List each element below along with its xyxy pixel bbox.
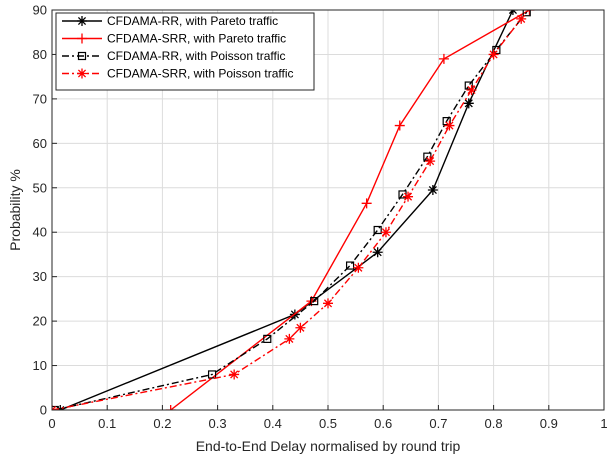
- legend-marker: [77, 51, 87, 61]
- legend-box: [55, 12, 315, 91]
- x-tick-label: 0: [48, 416, 55, 431]
- data-point: [372, 247, 383, 258]
- data-point: [394, 120, 405, 131]
- x-tick-label: 0.1: [98, 416, 116, 431]
- x-tick-label: 0.9: [540, 416, 558, 431]
- x-tick-label: 1: [600, 416, 607, 431]
- x-tick-label: 0.4: [264, 416, 282, 431]
- y-tick-label: 0: [40, 403, 47, 418]
- y-tick-label: 10: [33, 358, 47, 373]
- legend-label: CFDAMA-SRR, with Pareto traffic: [107, 32, 286, 46]
- x-tick-label: 0.6: [374, 416, 392, 431]
- x-axis-label: End-to-End Delay normalised by round tri…: [196, 438, 461, 454]
- legend-label: CFDAMA-RR, with Pareto traffic: [107, 14, 278, 28]
- y-tick-label: 60: [33, 136, 47, 151]
- data-point: [380, 227, 391, 238]
- data-point: [516, 13, 527, 24]
- legend-marker: [77, 68, 87, 79]
- y-tick-label: 20: [33, 314, 47, 329]
- data-point: [207, 370, 217, 379]
- data-point: [425, 156, 436, 167]
- data-point: [345, 261, 355, 270]
- data-point: [463, 98, 474, 109]
- data-point: [466, 85, 477, 95]
- data-point: [284, 333, 295, 344]
- data-point: [229, 369, 240, 380]
- y-tick-label: 40: [33, 225, 47, 240]
- y-tick-label: 80: [33, 47, 47, 62]
- x-tick-label: 0.8: [485, 416, 503, 431]
- y-axis-label: Probability %: [7, 169, 23, 251]
- x-tick-label: 0.3: [209, 416, 227, 431]
- legend: CFDAMA-RR, with Pareto traffic CFDAMA-SRR…: [55, 12, 315, 91]
- legend-marker: [77, 33, 87, 44]
- series-layer: [52, 10, 535, 410]
- legend-item-4: CFDAMA-SRR, with Poisson traffic: [62, 67, 294, 81]
- series-4: [52, 13, 527, 410]
- y-tick-label: 90: [33, 3, 47, 18]
- data-point: [522, 10, 531, 17]
- data-point: [310, 297, 319, 306]
- data-point: [373, 225, 382, 235]
- y-tick-label: 70: [33, 91, 47, 106]
- legend-label: CFDAMA-SRR, with Poisson traffic: [107, 67, 294, 81]
- legend-item-3: CFDAMA-RR, with Poisson traffic: [62, 49, 285, 63]
- series-line: [54, 11, 528, 410]
- data-point: [492, 45, 501, 55]
- x-tick-label: 0.2: [153, 416, 171, 431]
- data-point: [165, 405, 176, 410]
- x-tick-label: 0.5: [319, 416, 337, 431]
- data-point: [488, 49, 499, 60]
- data-point: [438, 53, 449, 64]
- legend-marker: [77, 16, 87, 26]
- data-point: [442, 117, 451, 126]
- data-point: [403, 191, 414, 202]
- legend-item-1: CFDAMA-RR, with Pareto traffic: [62, 14, 278, 28]
- legend-label: CFDAMA-RR, with Poisson traffic: [107, 49, 285, 63]
- data-point: [295, 322, 306, 333]
- data-point: [323, 298, 333, 309]
- legend-item-2: CFDAMA-SRR, with Pareto traffic: [62, 32, 286, 46]
- data-point: [427, 185, 438, 195]
- data-point: [353, 262, 364, 273]
- y-tick-label: 50: [33, 180, 47, 195]
- data-point: [263, 334, 272, 343]
- series-line: [60, 10, 514, 410]
- data-point: [524, 10, 535, 15]
- y-tick-label: 30: [33, 269, 47, 284]
- series-line: [170, 10, 530, 410]
- x-tick-label: 0.7: [429, 416, 447, 431]
- data-point: [464, 81, 473, 90]
- data-point: [423, 152, 432, 161]
- data-point: [361, 198, 372, 209]
- ticks: 0 0.1 0.2 0.3 0.4 0.5 0.6 0.7 0.8 0.9 101020304050…: [33, 3, 607, 432]
- data-point: [444, 120, 455, 131]
